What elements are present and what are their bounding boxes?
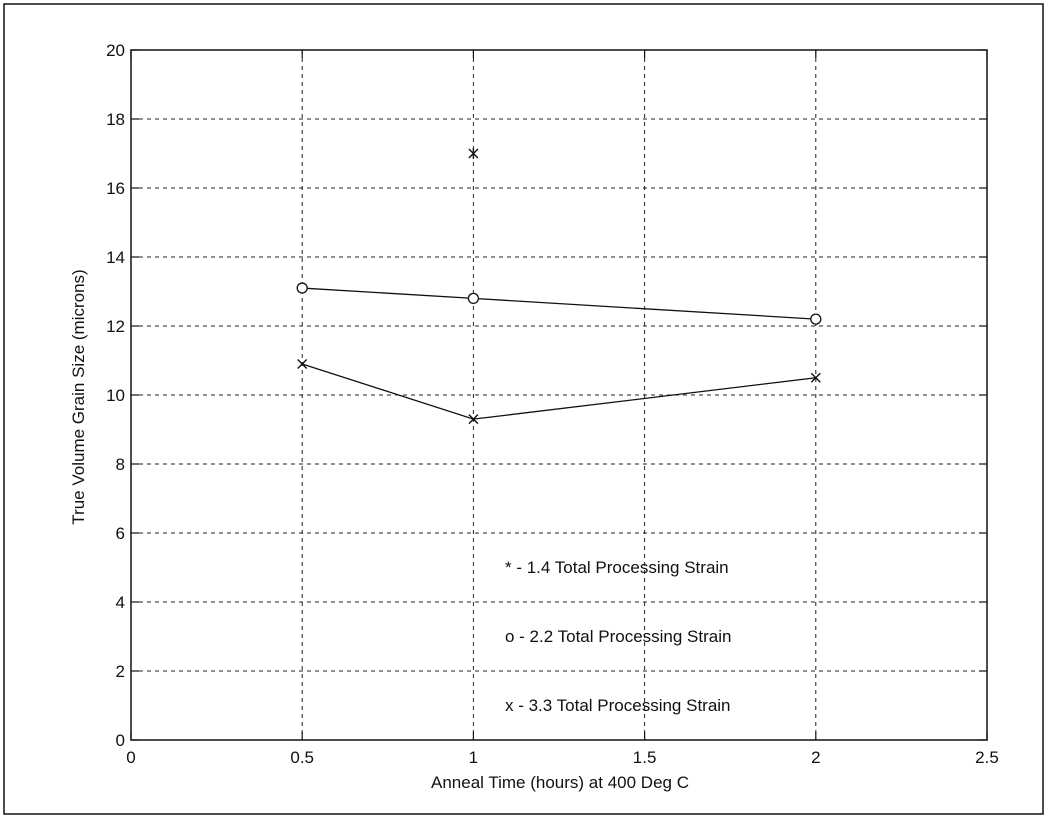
series-3 bbox=[297, 358, 821, 425]
series-2 bbox=[296, 282, 822, 325]
y-tick-label: 4 bbox=[116, 593, 125, 612]
legend-note-1: * - 1.4 Total Processing Strain bbox=[505, 558, 729, 577]
marker-stroke bbox=[297, 358, 308, 369]
x-tick-label: 2.5 bbox=[975, 748, 999, 767]
tick-labels: 0 0.5 1 1.5 2 2.5 0 2 4 6 8 10 12 14 16 18 20 bbox=[106, 41, 999, 767]
axes-frame bbox=[130, 49, 988, 741]
x-tick-label: 0 bbox=[126, 748, 135, 767]
y-tick-label: 6 bbox=[116, 524, 125, 543]
y-tick-label: 2 bbox=[116, 662, 125, 681]
y-axis-title: True Volume Grain Size (microns) bbox=[69, 269, 88, 524]
data-point-x bbox=[810, 372, 821, 383]
x-tick-label: 1.5 bbox=[633, 748, 657, 767]
figure-border bbox=[3, 3, 1044, 815]
y-tick-label: 10 bbox=[106, 386, 125, 405]
y-tick-label: 0 bbox=[116, 731, 125, 750]
y-tick-label: 12 bbox=[106, 317, 125, 336]
y-tick-label: 14 bbox=[106, 248, 125, 267]
legend-note-2: o - 2.2 Total Processing Strain bbox=[505, 627, 731, 646]
y-tick-label: 20 bbox=[106, 41, 125, 60]
y-tick-label: 8 bbox=[116, 455, 125, 474]
data-point-x bbox=[297, 358, 308, 369]
series-layer bbox=[296, 148, 822, 425]
data-point-circle bbox=[296, 282, 308, 294]
marker-stroke bbox=[810, 372, 821, 383]
data-point-circle bbox=[810, 313, 822, 325]
x-tick-label: 2 bbox=[811, 748, 820, 767]
x-tick-label: 1 bbox=[469, 748, 478, 767]
data-point-x bbox=[468, 414, 479, 425]
x-tick-label: 0.5 bbox=[290, 748, 314, 767]
y-tick-label: 16 bbox=[106, 179, 125, 198]
data-point-asterisk bbox=[468, 148, 479, 159]
data-point-circle bbox=[467, 292, 480, 305]
y-tick-label: 18 bbox=[106, 110, 125, 129]
grid-lines bbox=[131, 50, 987, 740]
x-axis-title: Anneal Time (hours) at 400 Deg C bbox=[431, 773, 689, 792]
series-1 bbox=[468, 148, 479, 159]
legend-note-3: x - 3.3 Total Processing Strain bbox=[505, 696, 731, 715]
marker-stroke bbox=[468, 414, 479, 425]
